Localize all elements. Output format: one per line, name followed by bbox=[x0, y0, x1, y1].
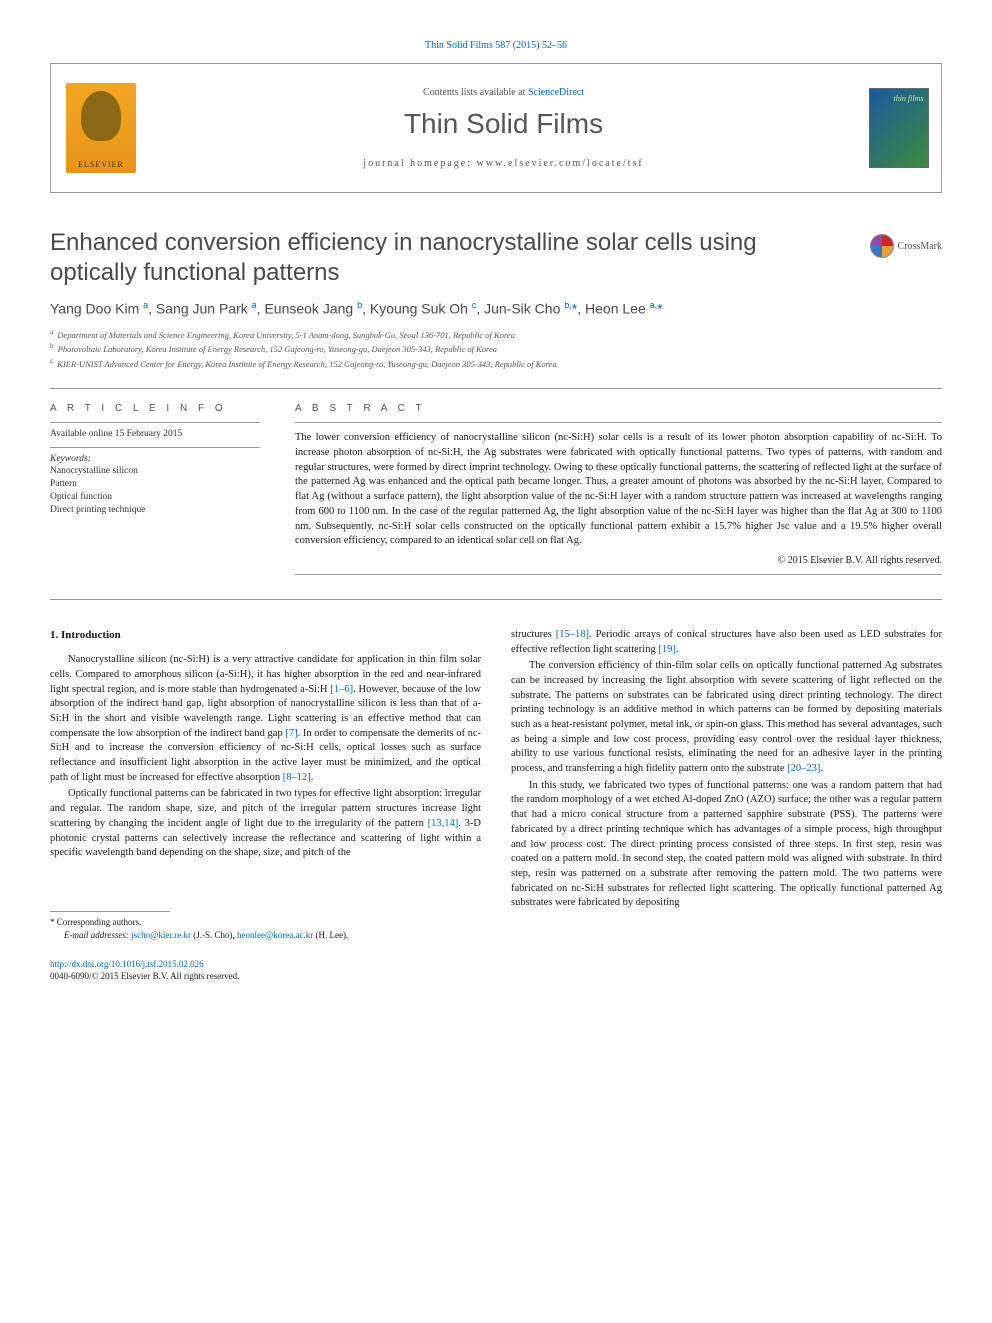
crossmark-badge[interactable]: CrossMark bbox=[870, 234, 942, 258]
citation-link[interactable]: [13,14] bbox=[428, 818, 459, 829]
aff-key: c bbox=[50, 357, 53, 365]
divider bbox=[50, 422, 260, 423]
citation-link[interactable]: [8–12] bbox=[283, 772, 311, 783]
body-text: . bbox=[311, 772, 314, 783]
email-link[interactable]: heonlee@korea.ac.kr bbox=[237, 930, 313, 940]
elsevier-tree-icon: ELSEVIER bbox=[66, 83, 136, 173]
aff-text: Photovoltaic Laboratory, Korea Institute… bbox=[58, 344, 497, 354]
journal-name: Thin Solid Films bbox=[404, 108, 603, 140]
divider bbox=[295, 422, 942, 423]
body-text: . bbox=[820, 763, 823, 774]
meta-row: a r t i c l e i n f o Available online 1… bbox=[50, 403, 942, 575]
article-body: 1. Introduction Nanocrystalline silicon … bbox=[50, 628, 942, 941]
cover-image-icon bbox=[869, 88, 929, 168]
divider bbox=[50, 447, 260, 448]
footnote-separator bbox=[50, 911, 170, 912]
crossmark-label: CrossMark bbox=[898, 241, 942, 252]
affiliation-c: c KIER-UNIST Advanced Center for Energy,… bbox=[50, 356, 942, 371]
keyword-item: Optical function bbox=[50, 491, 260, 504]
doi-link[interactable]: http://dx.doi.org/10.1016/j.tsf.2015.02.… bbox=[50, 959, 204, 969]
keywords-list: Nanocrystalline silicon Pattern Optical … bbox=[50, 465, 260, 516]
affiliation-a: a Department of Materials and Science En… bbox=[50, 327, 942, 342]
body-text: The conversion efficiency of thin-film s… bbox=[511, 660, 942, 774]
citation-link[interactable]: [15–18] bbox=[556, 629, 589, 640]
aff-key: b bbox=[50, 342, 54, 350]
publisher-logo: ELSEVIER bbox=[51, 64, 151, 192]
sciencedirect-link[interactable]: ScienceDirect bbox=[528, 87, 584, 98]
divider bbox=[295, 574, 942, 575]
doi-block: http://dx.doi.org/10.1016/j.tsf.2015.02.… bbox=[50, 959, 942, 982]
body-paragraph: Optically functional patterns can be fab… bbox=[50, 787, 481, 860]
title-row: Enhanced conversion efficiency in nanocr… bbox=[50, 228, 942, 288]
copyright-line: © 2015 Elsevier B.V. All rights reserved… bbox=[295, 555, 942, 566]
journal-header: ELSEVIER Contents lists available at Sci… bbox=[50, 63, 942, 193]
keyword-item: Nanocrystalline silicon bbox=[50, 465, 260, 478]
journal-reference: Thin Solid Films 587 (2015) 52–56 bbox=[50, 40, 942, 51]
corresponding-note: * Corresponding authors. E-mail addresse… bbox=[50, 916, 481, 941]
section-heading-intro: 1. Introduction bbox=[50, 628, 481, 643]
aff-text: KIER-UNIST Advanced Center for Energy, K… bbox=[57, 359, 556, 369]
contents-available-line: Contents lists available at ScienceDirec… bbox=[423, 87, 584, 98]
issn-copyright: 0040-6090/© 2015 Elsevier B.V. All right… bbox=[50, 971, 239, 981]
aff-text: Department of Materials and Science Engi… bbox=[57, 329, 515, 339]
article-info-heading: a r t i c l e i n f o bbox=[50, 403, 260, 414]
keyword-item: Direct printing technique bbox=[50, 504, 260, 517]
body-text: Optically functional patterns can be fab… bbox=[50, 788, 481, 828]
aff-key: a bbox=[50, 328, 53, 336]
citation-link[interactable]: [1–6] bbox=[330, 684, 353, 695]
header-center: Contents lists available at ScienceDirec… bbox=[151, 64, 856, 192]
abstract-text: The lower conversion efficiency of nanoc… bbox=[295, 431, 942, 549]
author-list: Yang Doo Kim a, Sang Jun Park a, Eunseok… bbox=[50, 300, 942, 317]
citation-link[interactable]: [7] bbox=[285, 728, 297, 739]
contents-prefix: Contents lists available at bbox=[423, 87, 528, 98]
abstract-heading: a b s t r a c t bbox=[295, 403, 942, 414]
corr-label: * Corresponding authors. bbox=[50, 916, 481, 929]
article-info-block: a r t i c l e i n f o Available online 1… bbox=[50, 403, 260, 575]
email-link[interactable]: jscho@kier.re.kr bbox=[131, 930, 191, 940]
homepage-line: journal homepage: www.elsevier.com/locat… bbox=[363, 158, 643, 169]
publisher-name: ELSEVIER bbox=[78, 160, 124, 173]
journal-cover-thumb bbox=[856, 64, 941, 192]
affiliation-b: b Photovoltaic Laboratory, Korea Institu… bbox=[50, 341, 942, 356]
homepage-url[interactable]: www.elsevier.com/locate/tsf bbox=[477, 158, 644, 169]
keywords-label: Keywords: bbox=[50, 454, 260, 464]
crossmark-icon bbox=[870, 234, 894, 258]
article-title: Enhanced conversion efficiency in nanocr… bbox=[50, 228, 850, 288]
keyword-item: Pattern bbox=[50, 478, 260, 491]
body-text: . bbox=[676, 644, 679, 655]
email-who: (J.-S. Cho), bbox=[191, 930, 237, 940]
email-line: E-mail addresses: jscho@kier.re.kr (J.-S… bbox=[50, 929, 481, 942]
body-paragraph: The conversion efficiency of thin-film s… bbox=[511, 659, 942, 777]
citation-link[interactable]: [19] bbox=[658, 644, 676, 655]
divider bbox=[50, 599, 942, 600]
article-history: Available online 15 February 2015 bbox=[50, 429, 260, 439]
homepage-label: journal homepage: bbox=[363, 158, 476, 169]
body-paragraph: structures [15–18]. Periodic arrays of c… bbox=[511, 628, 942, 657]
citation-link[interactable]: [20–23] bbox=[787, 763, 820, 774]
affiliation-list: a Department of Materials and Science En… bbox=[50, 327, 942, 371]
abstract-block: a b s t r a c t The lower conversion eff… bbox=[295, 403, 942, 575]
body-paragraph: In this study, we fabricated two types o… bbox=[511, 779, 942, 911]
divider bbox=[50, 388, 942, 389]
email-who: (H. Lee). bbox=[313, 930, 348, 940]
body-text: structures bbox=[511, 629, 556, 640]
email-label: E-mail addresses: bbox=[64, 930, 131, 940]
body-paragraph: Nanocrystalline silicon (nc-Si:H) is a v… bbox=[50, 653, 481, 785]
